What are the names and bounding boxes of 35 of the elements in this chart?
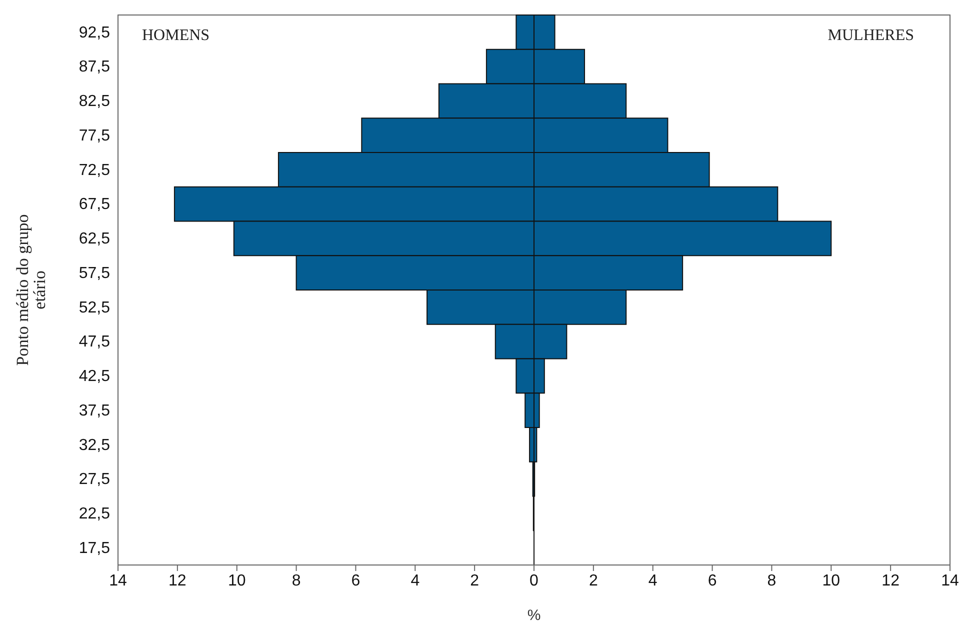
y-tick-label: 62,5 bbox=[78, 230, 110, 248]
x-tick-label: 2 bbox=[588, 572, 598, 590]
y-tick-label: 52,5 bbox=[78, 299, 110, 316]
y-tick-label: 67,5 bbox=[78, 196, 110, 214]
y-tick-label: 47,5 bbox=[78, 334, 110, 351]
y-tick-label: 92,5 bbox=[78, 24, 110, 42]
x-axis-title: % bbox=[527, 607, 541, 621]
y-tick-label: 22,5 bbox=[78, 506, 110, 523]
x-tick-label: 10 bbox=[228, 572, 246, 590]
y-tick-label: 87,5 bbox=[78, 58, 110, 76]
x-tick-label: 4 bbox=[648, 572, 658, 590]
x-tick-label: 6 bbox=[351, 572, 360, 590]
y-tick-label: 82,5 bbox=[78, 93, 110, 110]
x-tick-label: 6 bbox=[708, 572, 717, 590]
y-tick-label: 57,5 bbox=[78, 264, 110, 282]
x-tick-label: 10 bbox=[822, 572, 840, 590]
x-tick-label: 14 bbox=[941, 572, 959, 590]
y-tick-label: 77,5 bbox=[78, 127, 110, 144]
x-tick-label: 4 bbox=[410, 572, 420, 590]
annotation: HOMENS bbox=[142, 27, 210, 44]
x-tick-label: 8 bbox=[767, 572, 776, 590]
y-axis-title: Ponto médio do grupo etário bbox=[13, 214, 49, 366]
x-tick-label: 12 bbox=[168, 572, 186, 590]
y-tick-label: 32,5 bbox=[78, 436, 110, 454]
y-tick-label: 37,5 bbox=[78, 402, 110, 420]
x-tick-label: 2 bbox=[470, 572, 480, 590]
y-tick-label: 42,5 bbox=[78, 368, 110, 386]
x-tick-label: 8 bbox=[292, 572, 301, 590]
x-tick-label: 14 bbox=[109, 572, 127, 590]
y-tick-label: 72,5 bbox=[78, 162, 110, 179]
annotation: MULHERES bbox=[828, 27, 914, 44]
x-tick-label: 0 bbox=[530, 572, 539, 590]
y-tick-label: 17,5 bbox=[78, 540, 110, 557]
x-tick-label: 12 bbox=[882, 572, 900, 590]
y-tick-label: 27,5 bbox=[78, 471, 110, 488]
